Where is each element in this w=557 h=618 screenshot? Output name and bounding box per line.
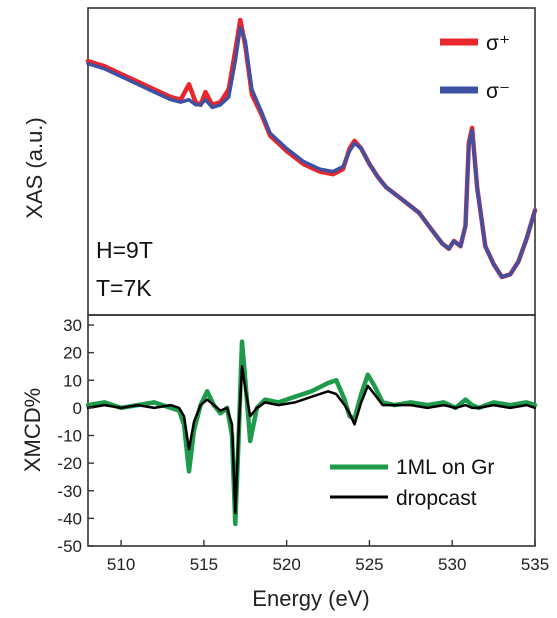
y-tick-label: 20 <box>63 344 82 363</box>
x-tick-label: 510 <box>107 555 135 574</box>
y-tick-label: -20 <box>57 454 82 473</box>
y-tick-label: 30 <box>63 316 82 335</box>
y-tick-label: -50 <box>57 537 82 556</box>
x-axis-ticks: 510 515 520 525 530 535 <box>107 540 549 574</box>
x-axis-label: Energy (eV) <box>252 586 369 611</box>
xas-panel: XAS (a.u.) H=9T T=7K σ⁺ σ⁻ <box>22 7 538 316</box>
xmcd-plot-frame <box>87 314 536 547</box>
x-tick-label: 520 <box>272 555 300 574</box>
xmcd-y-axis-ticks: 30 20 10 0 -10 -20 -30 -40 -50 <box>57 316 94 556</box>
y-tick-label: 10 <box>63 371 82 390</box>
series-line-sigma-minus <box>86 25 537 279</box>
xmcd-series-group <box>85 339 538 527</box>
x-tick-label: 530 <box>438 555 466 574</box>
annotation-temperature: T=7K <box>96 275 152 301</box>
xmcd-panel: 30 20 10 0 -10 -20 -30 -40 -50 510 515 520 525 530 53… <box>20 314 549 611</box>
series-line-1ml-on-gr <box>85 339 538 527</box>
legend-label-dropcast: dropcast <box>396 487 477 510</box>
xmcd-ylabel: XMCD% <box>20 388 45 472</box>
xas-series-group <box>85 17 538 280</box>
x-tick-label: 535 <box>521 555 549 574</box>
xas-legend: σ⁺ σ⁻ <box>440 32 510 103</box>
y-tick-label: -30 <box>57 482 82 501</box>
y-tick-label: -40 <box>57 509 82 528</box>
legend-label-sigma-minus: σ⁻ <box>486 80 510 103</box>
xas-ylabel: XAS (a.u.) <box>22 117 47 218</box>
x-tick-label: 525 <box>355 555 383 574</box>
series-line-sigma-plus <box>85 17 538 280</box>
series-line-dropcast <box>86 365 537 515</box>
annotation-field: H=9T <box>96 237 153 263</box>
y-tick-label: 0 <box>73 399 82 418</box>
legend-label-sigma-plus: σ⁺ <box>486 32 510 55</box>
xmcd-legend: 1ML on Gr dropcast <box>330 456 494 510</box>
y-tick-label: -10 <box>57 427 82 446</box>
x-tick-label: 515 <box>190 555 218 574</box>
legend-label-1ml: 1ML on Gr <box>396 456 494 479</box>
